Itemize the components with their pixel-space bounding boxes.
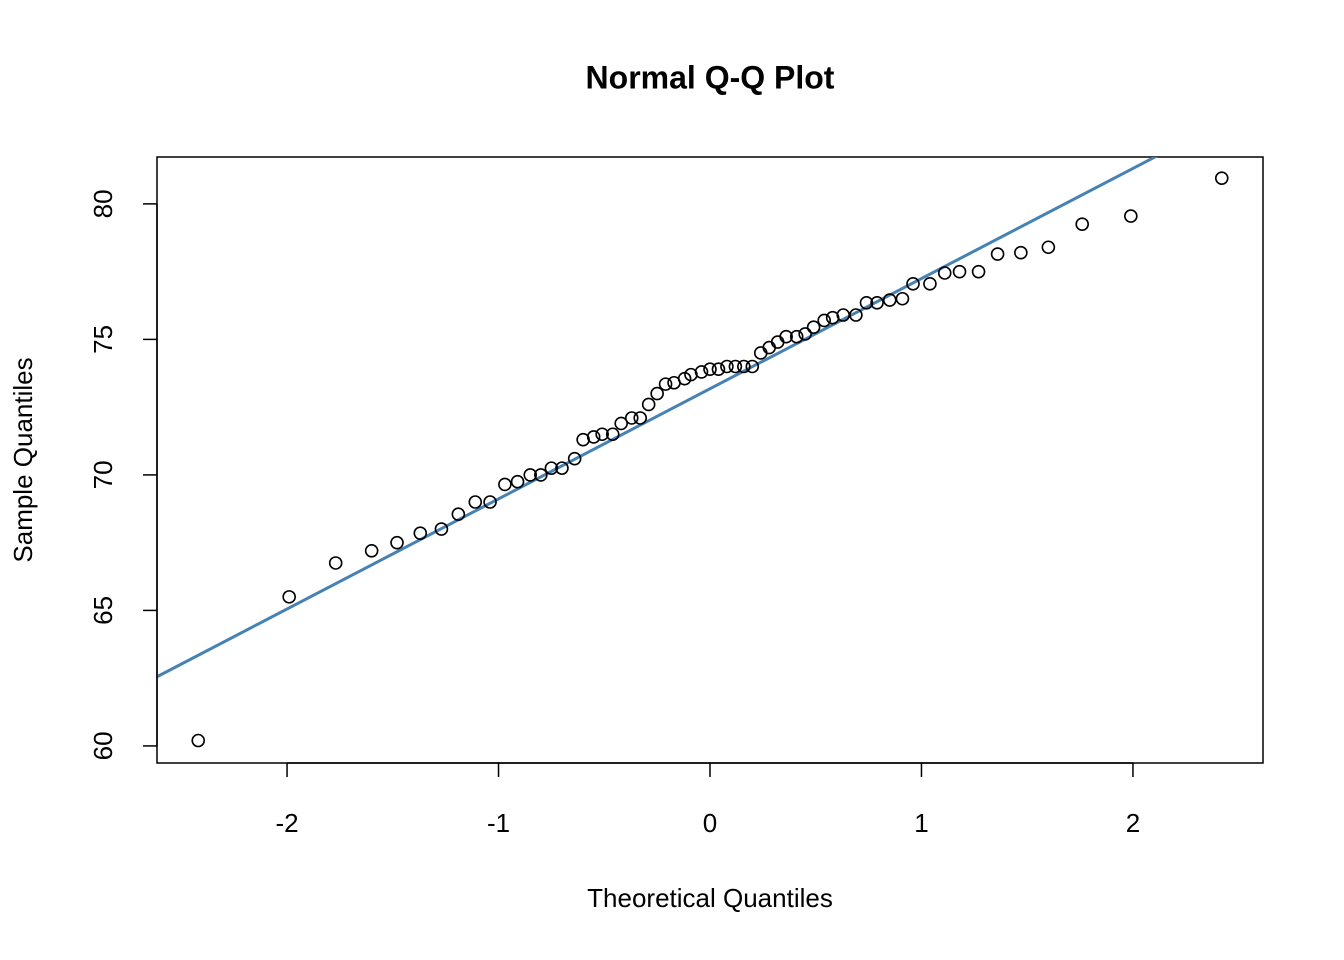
point: [753, 346, 768, 360]
point: [952, 264, 967, 279]
plot-area: [157, 157, 1229, 748]
point: [282, 590, 296, 604]
point: [895, 291, 910, 306]
point: [745, 359, 760, 374]
point: [906, 277, 920, 291]
point: [413, 526, 428, 540]
y-tick-label: 70: [88, 460, 118, 489]
y-tick-label: 80: [88, 189, 118, 218]
y-tick-label: 60: [88, 731, 118, 760]
point: [534, 468, 548, 482]
point: [586, 430, 601, 444]
point: [789, 329, 804, 344]
point: [498, 477, 512, 492]
y-tick-label: 75: [88, 325, 118, 354]
point: [605, 427, 620, 442]
x-tick-label: -1: [487, 808, 510, 838]
point: [971, 264, 986, 279]
point: [779, 329, 793, 344]
reference-line: [157, 157, 1159, 679]
point: [328, 556, 343, 570]
point: [728, 359, 743, 374]
point: [806, 320, 821, 335]
point: [595, 427, 609, 442]
point: [1214, 171, 1229, 185]
point: [1041, 240, 1056, 255]
x-tick-label: 2: [1126, 808, 1140, 838]
point: [703, 362, 717, 377]
y-axis-label: Sample Quantiles: [8, 357, 38, 562]
point: [737, 359, 751, 374]
point: [1014, 245, 1028, 260]
point: [434, 522, 449, 536]
x-axis-label: Theoretical Quantiles: [587, 883, 833, 913]
point: [1075, 217, 1089, 232]
point: [191, 733, 206, 748]
point: [633, 411, 648, 425]
point: [555, 461, 569, 475]
point: [624, 411, 639, 425]
point: [720, 359, 734, 374]
point: [694, 365, 709, 379]
point: [770, 335, 785, 349]
point: [658, 377, 673, 391]
chart-title: Normal Q-Q Plot: [586, 59, 835, 95]
point: [859, 296, 874, 310]
point: [937, 266, 952, 280]
x-tick-label: 1: [914, 808, 928, 838]
point: [849, 308, 863, 322]
point: [567, 451, 582, 466]
point: [483, 495, 497, 509]
x-tick-label: 0: [703, 808, 717, 838]
point: [451, 507, 466, 522]
y-tick-label: 65: [88, 596, 118, 625]
plot-frame: [156, 156, 1264, 764]
point: [641, 397, 656, 412]
point: [510, 474, 525, 489]
point: [798, 327, 812, 341]
point: [544, 461, 559, 475]
point: [364, 543, 379, 558]
point: [1124, 209, 1138, 223]
point: [614, 416, 628, 431]
point: [711, 362, 726, 377]
point: [523, 468, 538, 482]
point: [650, 386, 664, 401]
point: [390, 535, 404, 550]
x-tick-label: -2: [275, 808, 298, 838]
point: [762, 340, 777, 355]
point: [990, 247, 1005, 261]
point: [882, 293, 897, 307]
point: [468, 495, 483, 509]
point: [817, 313, 831, 328]
point: [923, 277, 937, 291]
point: [870, 296, 884, 310]
